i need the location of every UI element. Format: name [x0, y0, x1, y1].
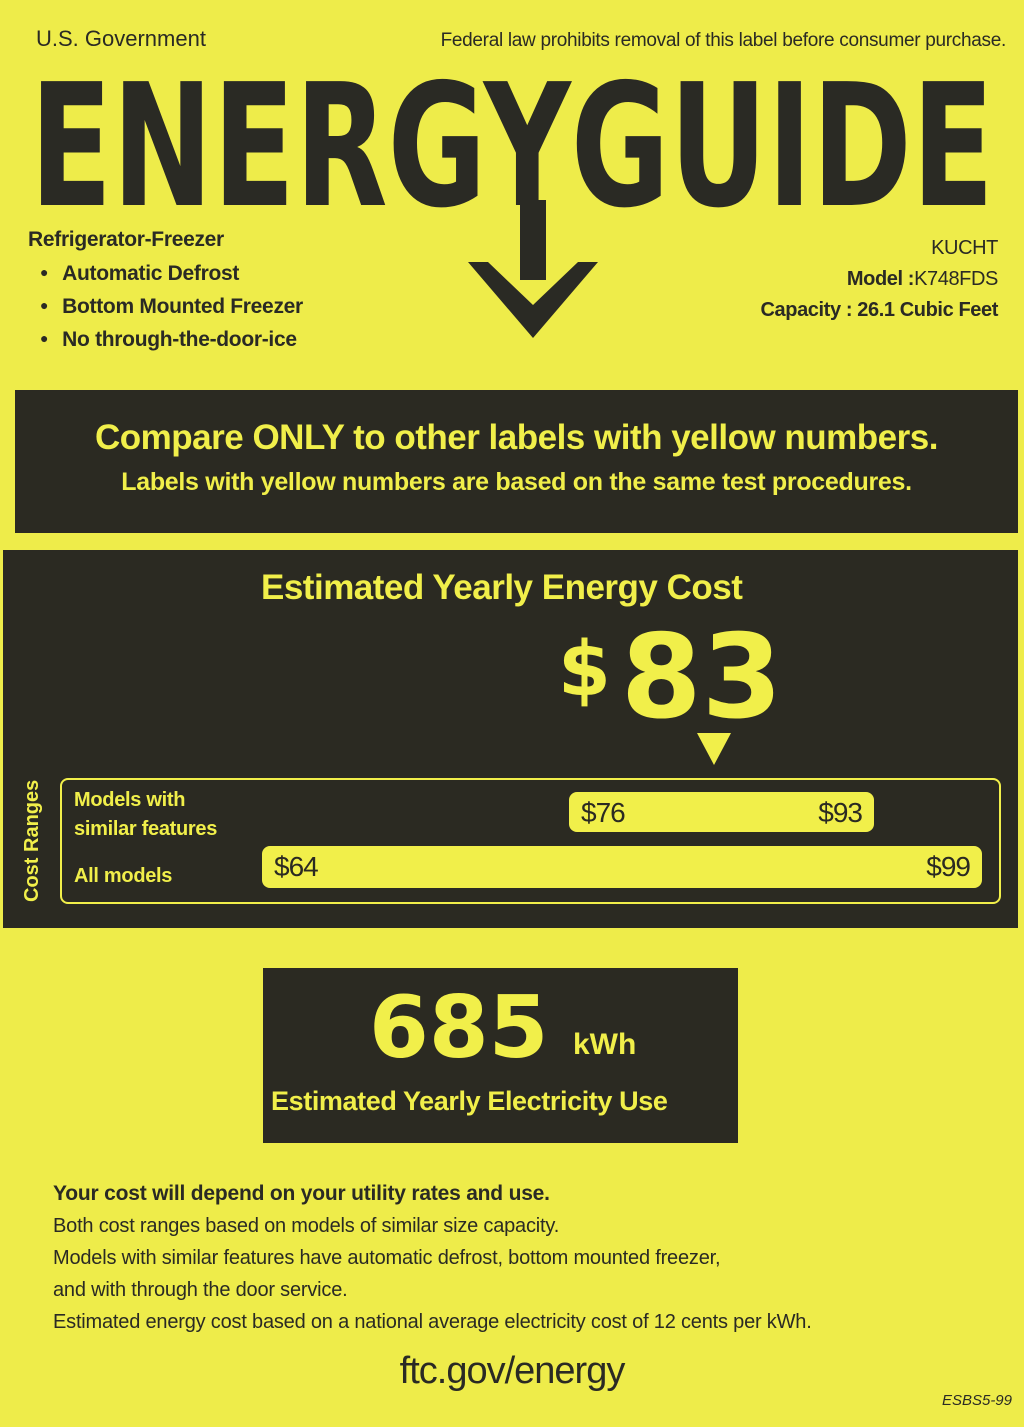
brand-name: KUCHT [931, 237, 998, 259]
issuer-text: U.S. Government [36, 26, 206, 51]
footnote-line: and with through the door service. [53, 1279, 348, 1301]
feature-item: Bottom Mounted Freezer [40, 289, 303, 322]
compare-subtext: Labels with yellow numbers are based on … [121, 468, 912, 496]
capacity-label: Capacity : [760, 299, 853, 321]
model-number: K748FDS [914, 268, 998, 290]
feature-list: Automatic Defrost Bottom Mounted Freezer… [40, 256, 303, 355]
footnote-bold: Your cost will depend on your utility ra… [53, 1182, 550, 1205]
footnote-line: Models with similar features have automa… [53, 1247, 721, 1269]
ftc-url: ftc.gov/energy [0, 1350, 1024, 1393]
cost-pointer-icon [697, 733, 731, 765]
energy-cost-panel: Estimated Yearly Energy Cost $83 Cost Ra… [3, 550, 1018, 928]
cost-ranges-label: Cost Ranges [21, 779, 43, 902]
similar-max: $93 [818, 797, 863, 828]
feature-item: Automatic Defrost [40, 256, 303, 289]
all-max: $99 [926, 851, 971, 882]
compare-heading: Compare ONLY to other labels with yellow… [95, 418, 938, 457]
feature-item: No through-the-door-ice [40, 322, 303, 355]
electricity-use-label: Estimated Yearly Electricity Use [271, 1086, 668, 1116]
cost-amount: 83 [620, 610, 783, 745]
kwh-value: 685 [369, 978, 549, 1078]
energyguide-title-text: ENERGYGUIDE [30, 68, 994, 218]
similar-models-range-bar: $76 $93 [569, 792, 874, 832]
removal-notice: Federal law prohibits removal of this la… [440, 30, 1007, 51]
kwh-unit: kWh [573, 1028, 637, 1061]
appliance-type: Refrigerator-Freezer [28, 228, 224, 251]
all-min: $64 [274, 851, 319, 882]
model-label: Model : [846, 268, 915, 290]
cost-title: Estimated Yearly Energy Cost [261, 568, 743, 607]
energyguide-title: ENERGYGUIDE [30, 68, 994, 218]
label-code: ESBS5-99 [941, 1392, 1012, 1409]
footnotes: Your cost will depend on your utility ra… [53, 1178, 993, 1338]
arrow-down-icon [468, 200, 598, 338]
cost-value: $83 [558, 610, 782, 745]
compare-banner: Compare ONLY to other labels with yellow… [15, 390, 1018, 533]
product-info: KUCHT Model :K748FDS Capacity : 26.1 Cub… [761, 233, 999, 326]
footnote-line: Both cost ranges based on models of simi… [53, 1215, 560, 1237]
footnote-line: Estimated energy cost based on a nationa… [53, 1311, 812, 1333]
similar-label-line: Models with [74, 789, 186, 811]
ftc-link[interactable]: ftc.gov/energy [399, 1350, 626, 1392]
all-models-range-bar: $64 $99 [262, 846, 982, 888]
capacity-value: 26.1 Cubic Feet [857, 299, 998, 321]
cost-range-box: Models with similar features All models … [60, 778, 1001, 904]
similar-label-line: similar features [74, 818, 218, 840]
electricity-use-box: 685 kWh Estimated Yearly Electricity Use [263, 968, 738, 1143]
similar-models-label: Models with similar features [74, 786, 217, 844]
similar-min: $76 [581, 797, 626, 828]
currency-symbol: $ [558, 624, 611, 713]
all-models-label: All models [74, 865, 173, 887]
